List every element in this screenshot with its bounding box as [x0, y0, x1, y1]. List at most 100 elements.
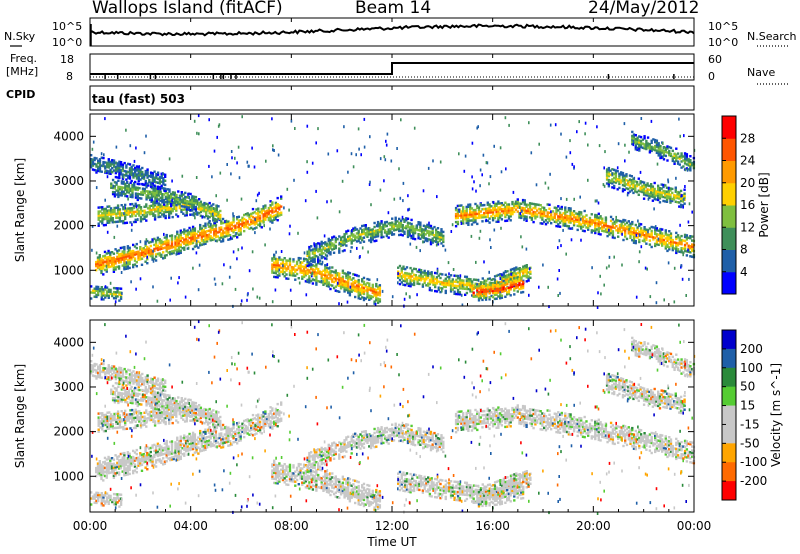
power-cell — [616, 180, 619, 183]
power-cell — [113, 187, 117, 190]
power-cell — [155, 181, 158, 184]
power-cell — [149, 250, 152, 254]
power-cell — [104, 211, 107, 215]
power-cell — [491, 213, 495, 216]
power-cell — [320, 252, 323, 256]
power-cell — [350, 232, 353, 235]
power-cell — [111, 161, 114, 164]
power-cell — [481, 294, 484, 298]
power-cell — [511, 279, 514, 283]
power-cell — [136, 198, 139, 202]
power-speckle — [229, 236, 232, 240]
power-cell — [378, 230, 382, 234]
power-cell — [534, 203, 537, 206]
power-cell — [456, 288, 460, 292]
power-cell — [469, 290, 472, 293]
power-cell — [205, 212, 208, 216]
power-speckle — [624, 159, 626, 163]
power-cell — [429, 230, 433, 234]
power-speckle — [92, 140, 95, 144]
power-speckle — [615, 215, 617, 219]
power-cell — [123, 258, 126, 261]
power-speckle — [427, 166, 430, 170]
power-cell — [438, 239, 441, 243]
power-cell — [654, 236, 657, 240]
power-cell — [189, 198, 192, 202]
power-cell — [585, 226, 588, 229]
power-cell — [119, 171, 123, 174]
power-cell — [565, 210, 569, 214]
power-cell — [197, 230, 200, 233]
power-cell — [532, 206, 535, 210]
power-cell — [176, 236, 179, 240]
power-cell — [389, 223, 392, 227]
power-cell — [126, 247, 130, 250]
power-cell — [569, 215, 572, 218]
power-cell — [318, 253, 322, 256]
power-cell — [525, 215, 528, 219]
power-cell — [120, 180, 124, 183]
power-cell — [601, 229, 604, 233]
power-cell — [676, 242, 680, 245]
power-speckle — [594, 214, 596, 218]
power-cell — [214, 231, 218, 235]
power-speckle — [447, 261, 450, 265]
power-cell — [369, 234, 373, 238]
power-cell — [156, 177, 160, 181]
power-cell — [139, 168, 142, 171]
power-cell — [136, 192, 139, 196]
power-cell — [400, 269, 403, 272]
power-cell — [219, 209, 222, 213]
power-cell — [205, 214, 208, 218]
power-cell — [200, 239, 204, 242]
power-cell — [391, 217, 394, 220]
power-speckle — [528, 121, 530, 125]
power-cell — [139, 178, 142, 181]
power-cell — [178, 206, 181, 210]
power-cell — [151, 238, 154, 241]
power-cell — [486, 211, 489, 214]
power-speckle — [458, 209, 461, 213]
power-cell — [205, 210, 208, 214]
power-cell — [462, 218, 465, 221]
power-speckle — [341, 179, 344, 183]
power-cell — [373, 233, 376, 237]
velocity-cell — [102, 469, 105, 472]
power-cell — [183, 248, 186, 251]
power-cell — [595, 222, 599, 225]
power-cell — [476, 283, 479, 286]
power-cell — [297, 267, 300, 270]
power-cell — [98, 164, 102, 167]
power-cell — [472, 217, 475, 220]
power-speckle — [213, 207, 215, 210]
power-cell — [202, 224, 205, 228]
power-cell — [635, 180, 639, 184]
power-cell — [439, 280, 442, 284]
power-cell — [620, 226, 623, 229]
power-cell — [102, 259, 105, 262]
power-cell — [595, 224, 599, 227]
power-cell — [420, 228, 424, 231]
power-cell — [666, 243, 669, 247]
power-cell — [232, 225, 235, 228]
power-cell — [506, 207, 509, 210]
power-cell — [530, 208, 534, 211]
power-cell — [661, 238, 664, 241]
power-cell — [520, 287, 523, 290]
power-cell — [230, 227, 234, 230]
power-cell — [462, 210, 465, 213]
power-cell — [151, 254, 154, 257]
power-cell — [364, 226, 367, 229]
power-cell — [180, 205, 183, 208]
power-cell — [541, 214, 544, 217]
power-cell — [104, 296, 107, 299]
power-speckle — [535, 183, 538, 187]
power-cell — [343, 233, 346, 236]
power-cell — [622, 220, 625, 224]
power-cell — [168, 194, 171, 197]
power-cell — [488, 277, 491, 280]
power-cell — [134, 166, 137, 170]
power-cell — [93, 295, 96, 298]
power-speckle — [471, 187, 474, 191]
power-cell — [119, 254, 123, 258]
